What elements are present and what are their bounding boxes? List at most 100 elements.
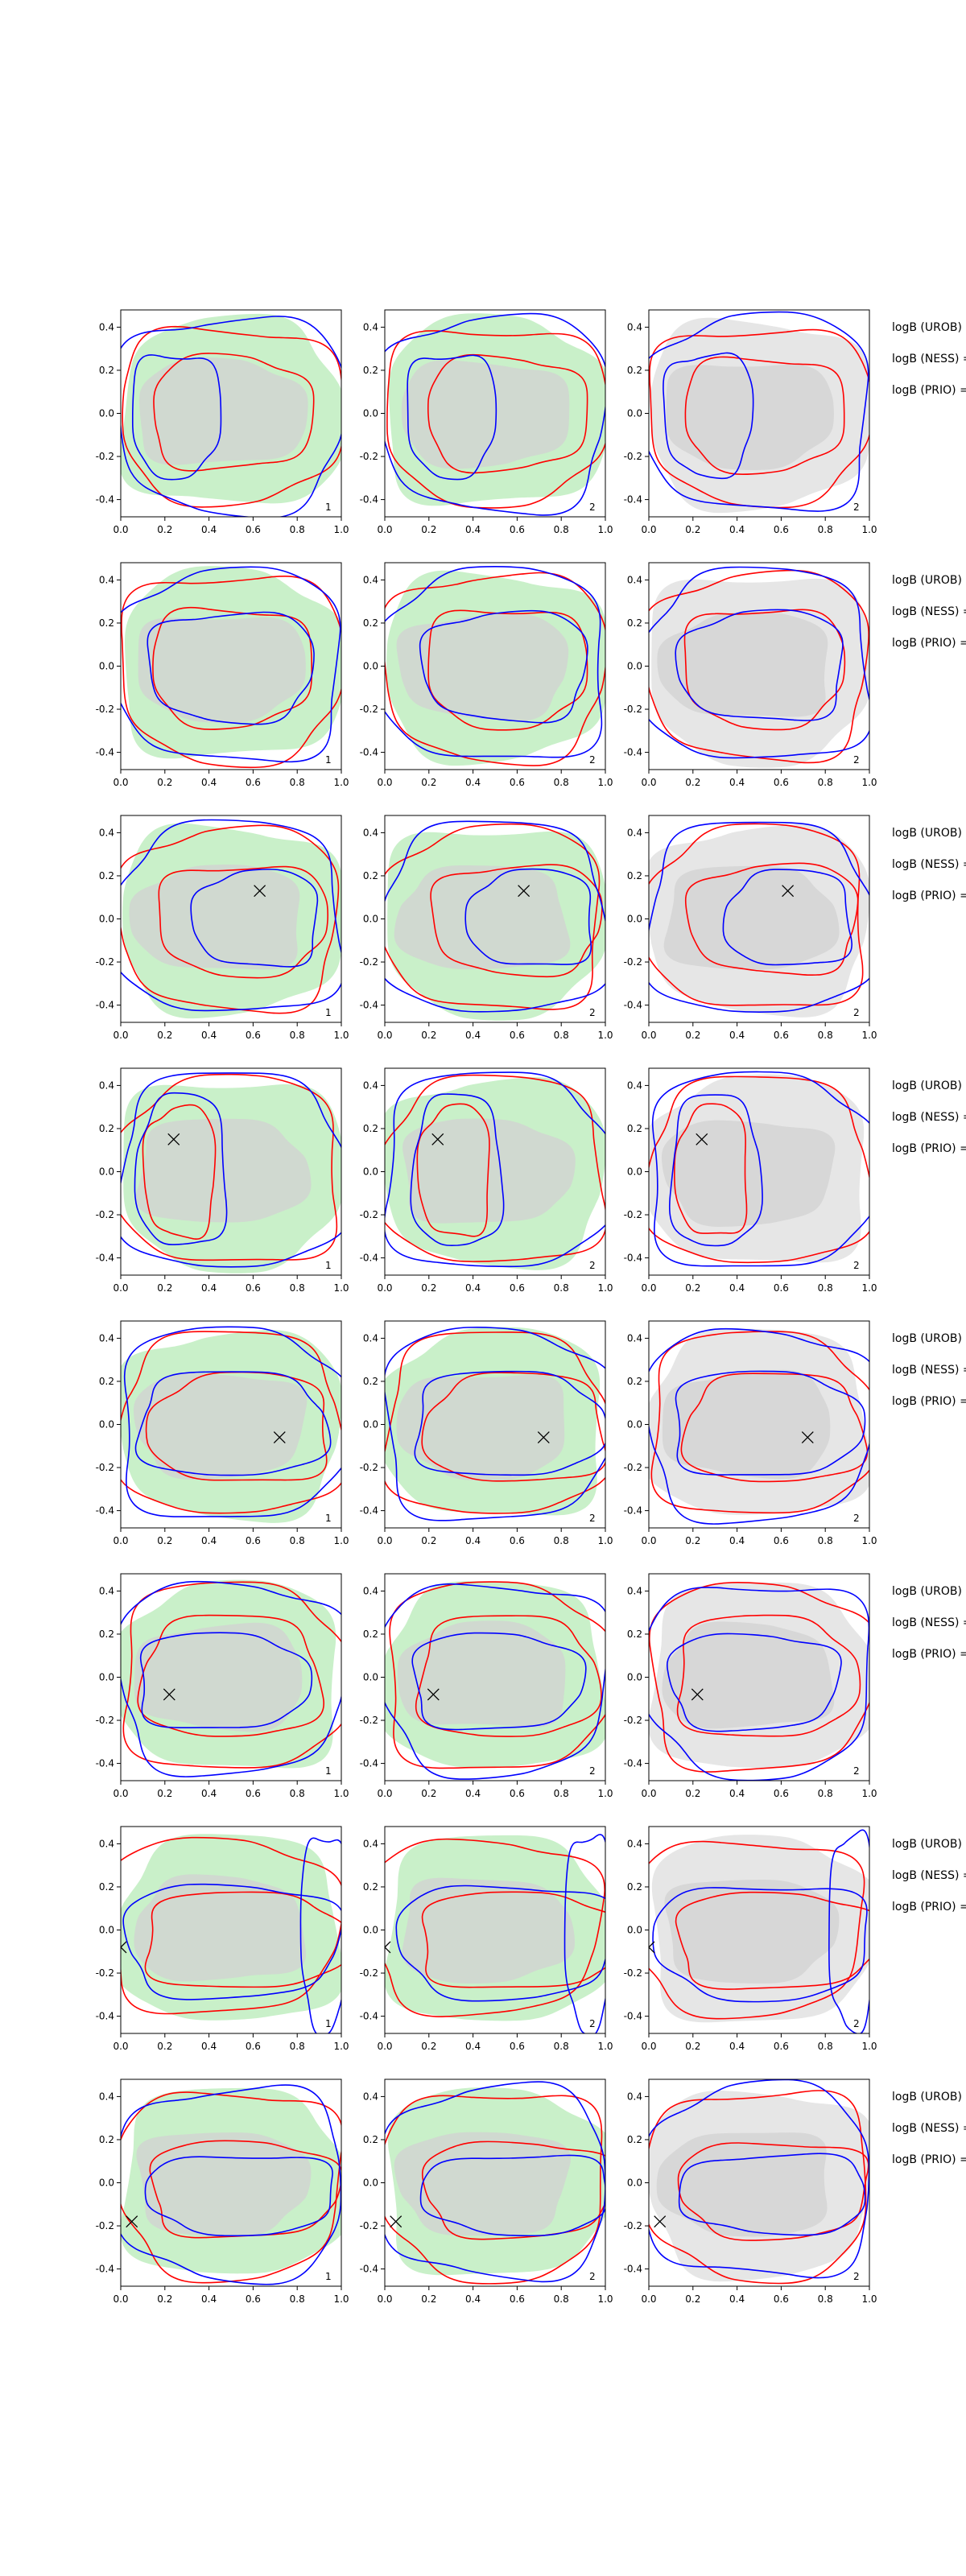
x-tick-label: 1.0 (597, 2293, 613, 2305)
x-tick-label: 0.6 (510, 1788, 525, 1799)
x-marker (431, 1133, 444, 1146)
x-tick-label: 0.8 (554, 524, 569, 535)
blue-contour-line (139, 1632, 313, 1728)
y-tick-label: 0.4 (363, 2091, 378, 2102)
red-contour-line (683, 609, 846, 731)
x-marker (691, 1688, 704, 1701)
x-marker (273, 1431, 286, 1444)
x-tick-label: 0.8 (290, 1282, 305, 1294)
blue-contour-line (649, 311, 869, 512)
panel-r3-c1: 1 0.0 0.2 0.4 0.6 0.8 1.0 -0.4 -0.2 0.0 0.2 0.4 (96, 815, 349, 1041)
inner-density-region (402, 1118, 576, 1224)
y-tick-label: 0.2 (99, 870, 114, 881)
x-tick-label: 0.8 (290, 524, 305, 535)
x-tick-label: 1.0 (333, 524, 349, 535)
y-tick-label: -0.4 (360, 1758, 378, 1769)
x-tick-label: 0.2 (685, 1282, 700, 1294)
x-tick-label: 1.0 (597, 2041, 613, 2052)
inner-density-region (661, 1120, 836, 1228)
inner-density-region (402, 1877, 576, 1984)
x-tick-label: 0.2 (157, 2293, 172, 2305)
side-label-2: logB (NESS) = (892, 1869, 966, 1882)
side-label-1: logB (UROB) = (892, 1585, 966, 1598)
inner-density-region (129, 865, 300, 970)
panel-r1-c2: 2 0.0 0.2 0.4 0.6 0.8 1.0 -0.4 -0.2 0.0 0.2 0.4 (360, 309, 613, 535)
panel-number: 2 (589, 2018, 596, 2029)
red-contour-line (385, 823, 601, 1010)
blue-contour-line (668, 1094, 763, 1247)
y-tick-label: 0.4 (363, 321, 378, 332)
y-tick-label: -0.4 (624, 1758, 642, 1769)
x-tick-label: 0.6 (510, 1535, 525, 1546)
side-label-1: logB (UROB) = (892, 2091, 966, 2103)
red-contour-line (649, 1582, 869, 1773)
red-contour-line (137, 1614, 325, 1737)
y-tick-label: 0.0 (363, 1419, 378, 1430)
blue-contour-line (121, 1072, 341, 1268)
red-contour-line (430, 864, 603, 978)
y-tick-label: -0.2 (360, 956, 378, 968)
x-tick-label: 0.4 (201, 1282, 217, 1294)
red-contour-line (649, 569, 869, 764)
y-tick-label: -0.2 (360, 1209, 378, 1220)
x-tick-label: 0.6 (510, 2041, 525, 2052)
x-tick-label: 0.0 (377, 2041, 392, 2052)
y-tick-label: -0.4 (96, 747, 114, 758)
x-marker (801, 1431, 814, 1444)
y-tick-label: -0.4 (624, 2264, 642, 2275)
blue-contour-line (121, 2084, 341, 2285)
x-tick-label: 1.0 (861, 1535, 877, 1546)
y-tick-label: 0.0 (627, 914, 642, 925)
blue-contour-line (131, 354, 222, 481)
y-tick-label: 0.2 (627, 617, 642, 629)
y-tick-label: -0.2 (96, 1715, 114, 1726)
x-tick-label: 0.2 (421, 2293, 436, 2305)
y-tick-label: 0.4 (627, 2091, 642, 2102)
side-label-1: logB (UROB) = (892, 1080, 966, 1092)
red-contour-line (680, 1373, 869, 1483)
blue-contour-line (385, 565, 603, 758)
red-contour-line (389, 1581, 605, 1769)
y-tick-label: -0.4 (624, 1505, 642, 1517)
panel-number: 2 (589, 754, 596, 766)
panel-number: 2 (853, 2018, 860, 2029)
x-tick-label: 0.2 (421, 1282, 436, 1294)
blue-contour-line (121, 1580, 341, 1777)
panel-r4-c2: 2 0.0 0.2 0.4 0.6 0.8 1.0 -0.4 -0.2 0.0 0.2 0.4 (360, 1067, 613, 1294)
inner-density-region (656, 2132, 828, 2237)
blue-contour-line (649, 566, 869, 759)
panel-r4-c1: 1 0.0 0.2 0.4 0.6 0.8 1.0 -0.4 -0.2 0.0 0.2 0.4 (96, 1067, 349, 1294)
y-tick-label: 0.4 (363, 827, 378, 838)
x-tick-label: 0.4 (201, 1030, 217, 1041)
x-marker (518, 885, 530, 898)
y-tick-label: -0.4 (360, 747, 378, 758)
x-marker (696, 1133, 708, 1146)
y-tick-label: 0.4 (99, 1332, 114, 1344)
x-tick-label: 0.6 (510, 2293, 525, 2305)
x-tick-label: 0.8 (818, 2293, 833, 2305)
red-contour-line (416, 1103, 490, 1237)
y-tick-label: 0.0 (363, 1166, 378, 1178)
y-tick-label: -0.4 (360, 1000, 378, 1011)
red-contour-line (427, 353, 588, 474)
blue-contour-line (144, 2156, 333, 2237)
x-tick-label: 0.8 (818, 1788, 833, 1799)
side-label-3: logB (PRIO) = (892, 1142, 966, 1155)
y-tick-label: 0.0 (627, 661, 642, 672)
red-contour-line (649, 1075, 869, 1264)
x-tick-label: 0.2 (685, 1535, 700, 1546)
red-contour-line (421, 2140, 605, 2240)
panel-number: 2 (589, 1513, 596, 1524)
blue-contour-line (649, 2079, 869, 2279)
x-tick-label: 1.0 (861, 777, 877, 788)
y-tick-label: -0.4 (360, 1505, 378, 1517)
x-tick-label: 0.0 (377, 1030, 392, 1041)
y-tick-label: -0.2 (624, 704, 642, 715)
x-tick-label: 0.6 (246, 1788, 261, 1799)
x-tick-label: 0.4 (201, 524, 217, 535)
blue-contour-line (675, 609, 844, 721)
x-tick-label: 0.2 (421, 1788, 436, 1799)
x-tick-label: 0.0 (377, 1788, 392, 1799)
x-tick-label: 0.8 (554, 1030, 569, 1041)
